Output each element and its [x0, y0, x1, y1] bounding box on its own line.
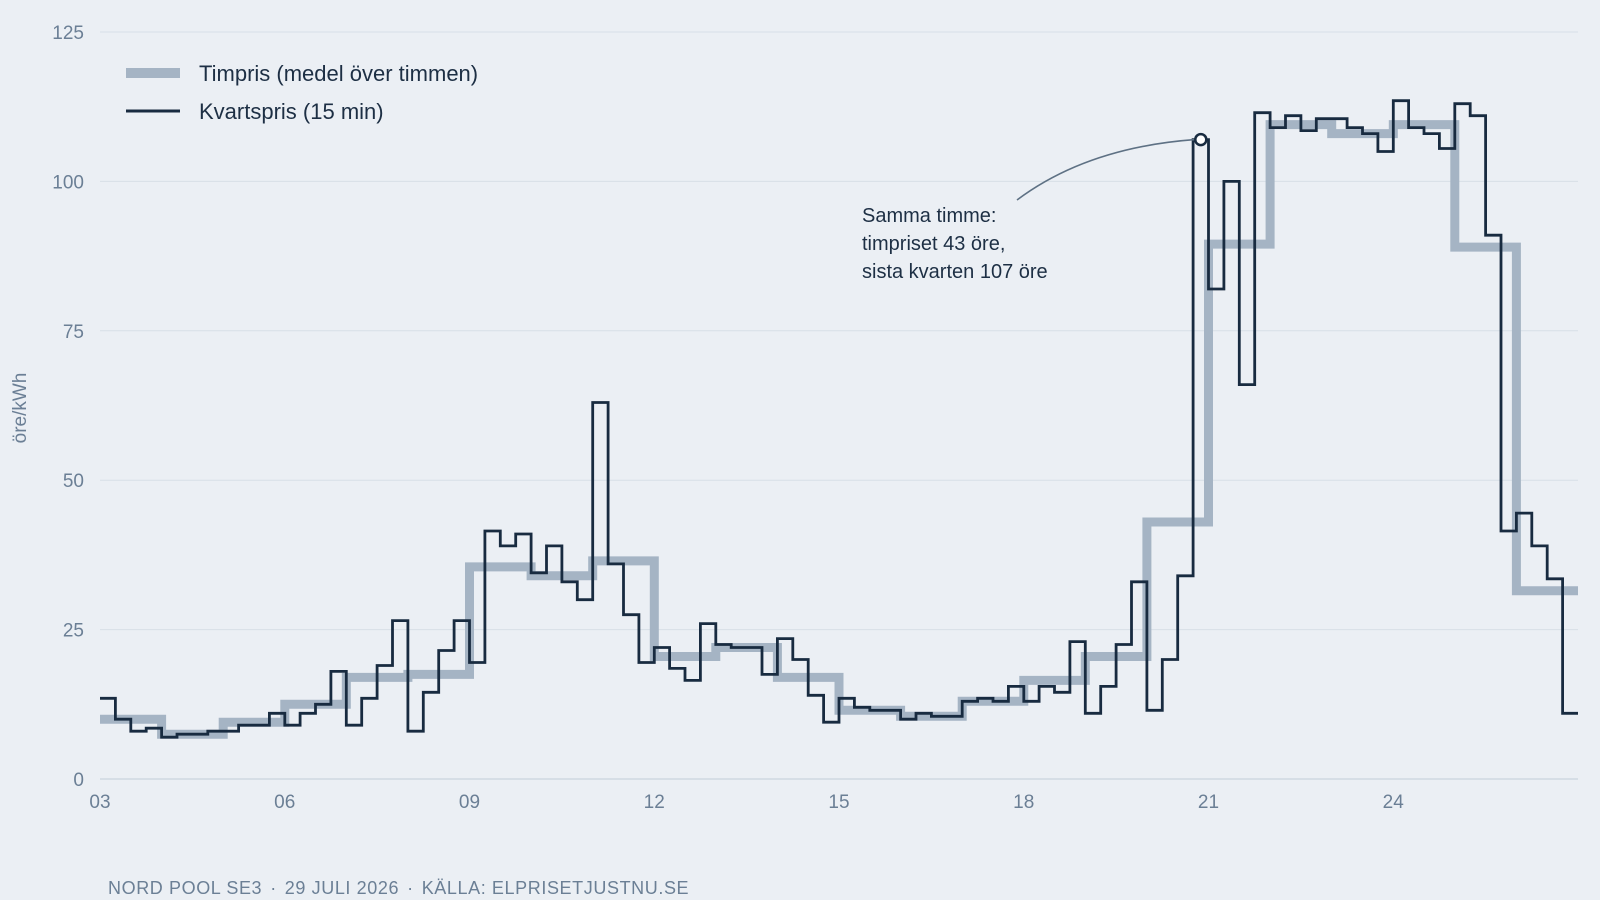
annotation: Samma timme: timpriset 43 öre, sista kva… — [862, 132, 1208, 283]
y-tick-label: 125 — [52, 23, 84, 44]
x-tick-label: 15 — [828, 792, 849, 813]
annotation-line-2: timpriset 43 öre, — [862, 233, 1005, 255]
footer-separator: · — [270, 878, 277, 898]
series-line-kvartspris — [100, 99, 1578, 739]
x-tick-label: 21 — [1198, 792, 1219, 813]
y-tick-label: 50 — [63, 471, 84, 492]
y-tick-label: 0 — [73, 770, 84, 791]
y-tick-label: 25 — [63, 621, 84, 642]
legend: Timpris (medel över timmen) Kvartspris (… — [126, 61, 478, 124]
footer-date: 29 JULI 2026 — [284, 878, 400, 898]
x-tick-label: 03 — [89, 792, 110, 813]
footer-separator: · — [407, 878, 414, 898]
x-tick-label: 09 — [459, 792, 480, 813]
x-tick-label: 24 — [1383, 792, 1405, 813]
price-chart: 0 25 50 75 100 125 03 06 09 12 15 18 21 24 öre/kWh Sa… — [10, 23, 1578, 813]
y-tick-label: 100 — [52, 172, 84, 193]
tick-layer: 0 25 50 75 100 125 03 06 09 12 15 18 21 24 — [52, 23, 1404, 813]
x-tick-label: 12 — [644, 792, 665, 813]
footer-market: NORD POOL SE3 — [108, 878, 263, 898]
legend-label-kvartspris: Kvartspris (15 min) — [199, 99, 384, 124]
legend-label-timpris: Timpris (medel över timmen) — [199, 61, 478, 86]
annotation-line-3: sista kvarten 107 öre — [862, 261, 1048, 283]
footer-source-line: NORD POOL SE3 · 29 JULI 2026 · KÄLLA: ELPRIS… — [108, 878, 689, 899]
footer-source: KÄLLA: ELPRISETJUSTNU.SE — [421, 878, 690, 898]
y-tick-label: 75 — [63, 322, 84, 343]
x-tick-label: 18 — [1013, 792, 1034, 813]
annotation-marker — [1194, 132, 1208, 147]
annotation-line-1: Samma timme: — [862, 205, 996, 227]
x-tick-label: 06 — [274, 792, 295, 813]
annotation-connector — [1016, 138, 1195, 201]
grid-layer — [100, 31, 1578, 780]
series-line-timpris — [100, 120, 1578, 739]
y-axis-title: öre/kWh — [10, 373, 31, 444]
series-layer — [100, 99, 1578, 739]
